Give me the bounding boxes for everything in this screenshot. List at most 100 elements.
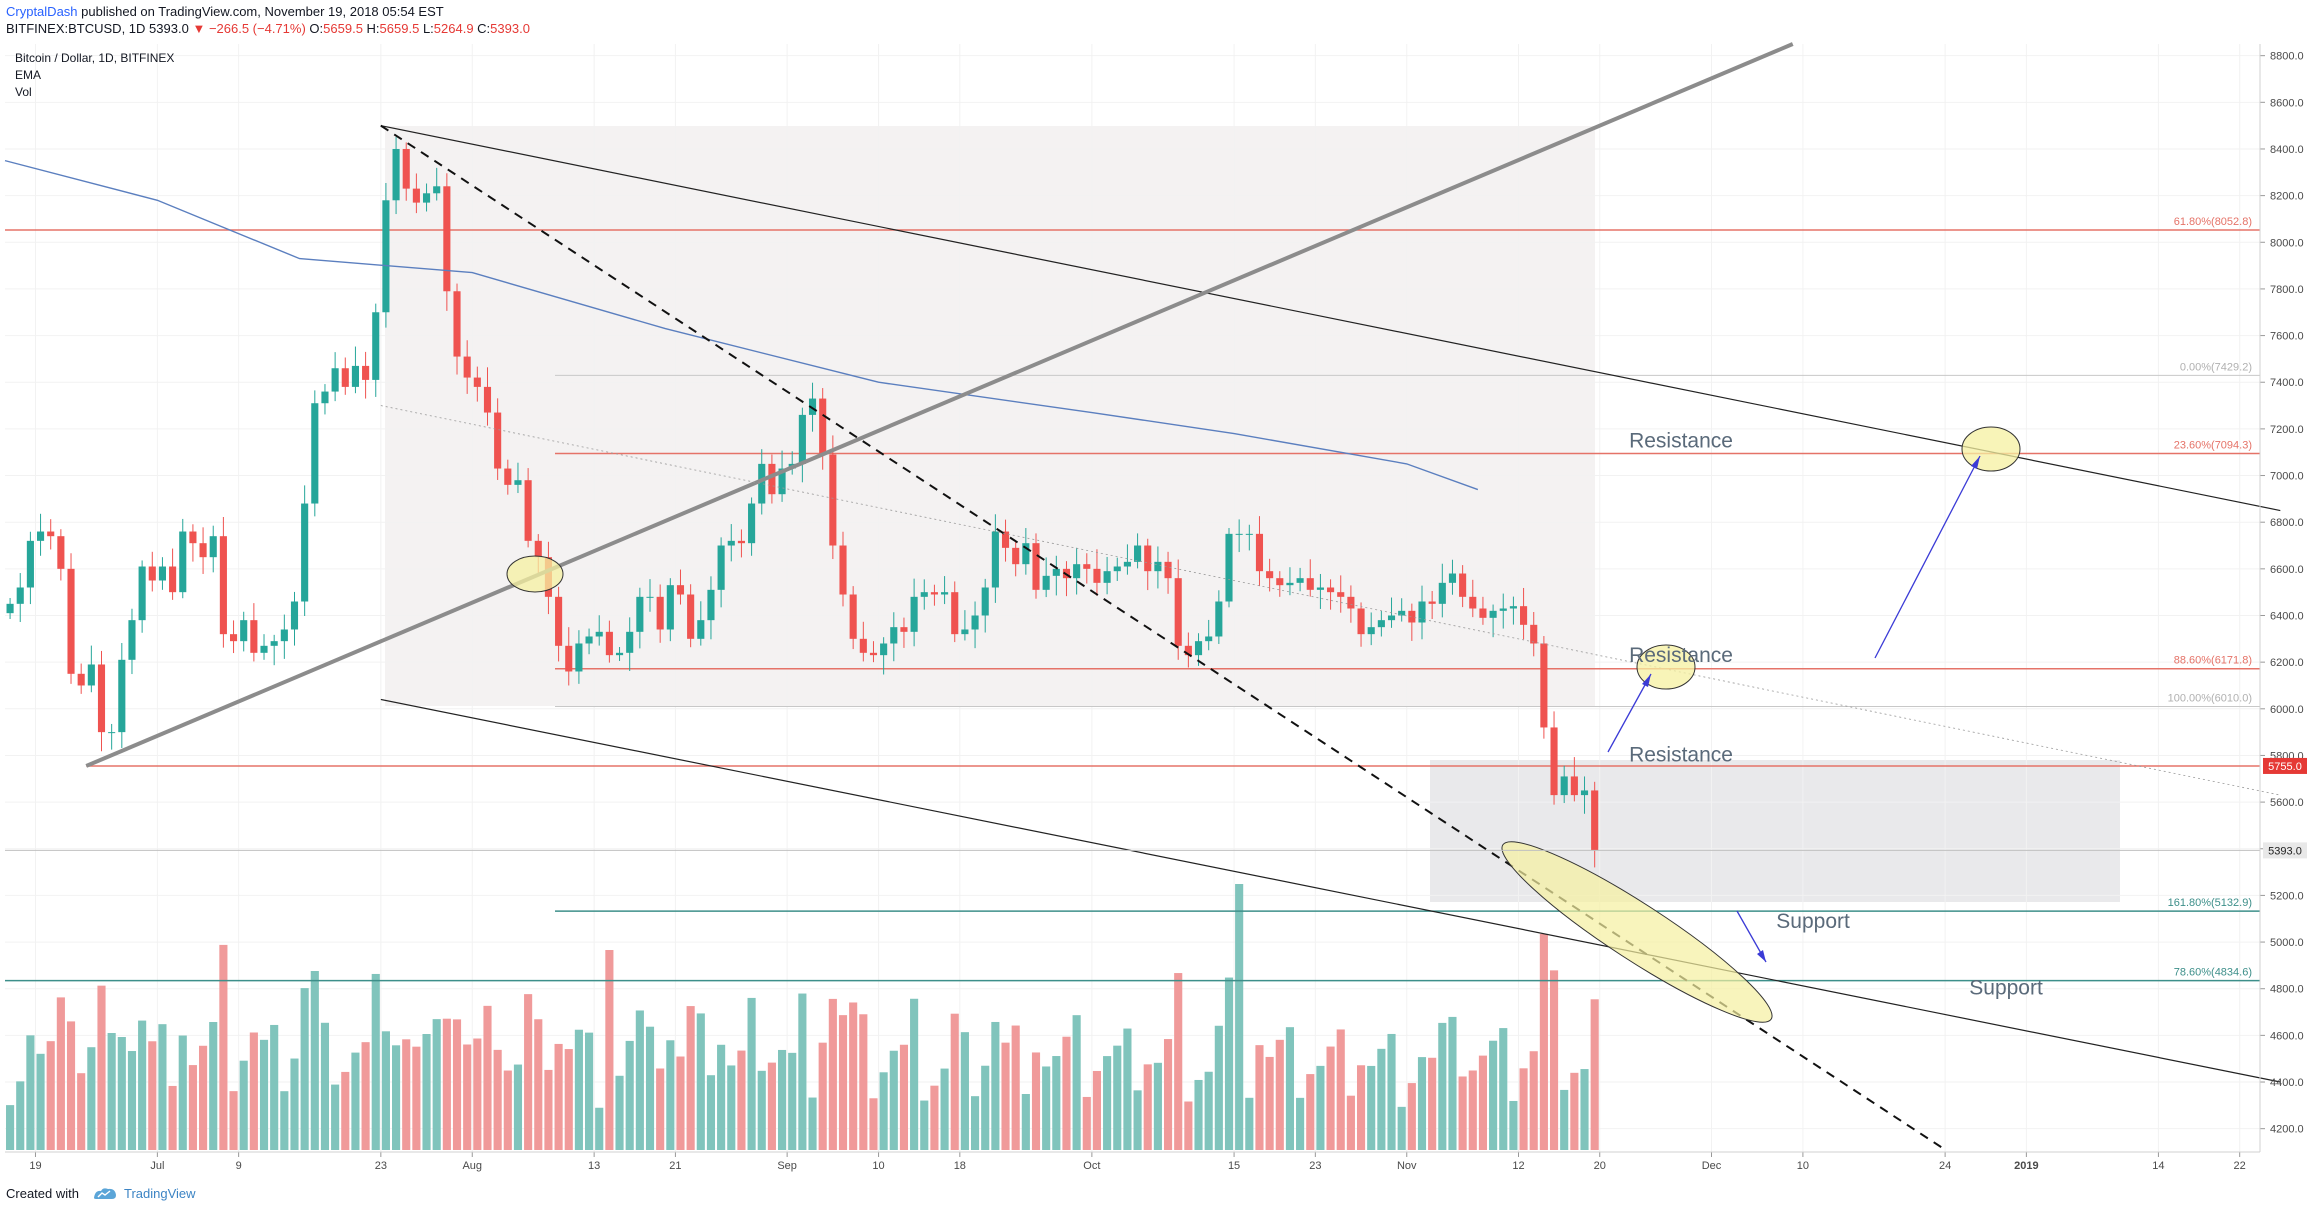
candle-body [1032, 543, 1040, 590]
volume-bar [1468, 1070, 1477, 1150]
last-price: 5393.0 [149, 21, 189, 36]
volume-bar [899, 1044, 909, 1150]
candle-body [402, 148, 410, 189]
candle-body [311, 403, 319, 504]
annotations: Resistance Resistance Resistance Support Sup… [1629, 430, 2043, 1000]
legend-title: Bitcoin / Dollar, 1D, BITFINEX [15, 51, 174, 65]
volume-bar [818, 1042, 827, 1150]
y-tick-label: 6000.0 [2270, 704, 2304, 716]
candle-body [240, 620, 248, 642]
volume-bar [148, 1041, 157, 1150]
candle-body [1123, 561, 1131, 567]
volume-bar [493, 1049, 502, 1150]
candle-body [941, 592, 949, 595]
volume-bar [838, 1015, 848, 1150]
volume-bar [1387, 1033, 1396, 1150]
arrow-head [1757, 950, 1766, 962]
volume-bar [412, 1046, 421, 1150]
x-tick-label: 10 [1797, 1160, 1809, 1172]
annotation-label: Resistance [1629, 743, 1733, 766]
candle-body [494, 412, 502, 469]
candle-body [6, 603, 14, 614]
volume-bar [331, 1084, 340, 1150]
author-link[interactable]: CryptalDash [6, 4, 78, 19]
candle-body [1296, 578, 1304, 583]
x-tick-label: 14 [2152, 1160, 2164, 1172]
volume-bar [605, 950, 614, 1150]
fib-label: 100.00%(6010.0) [2168, 692, 2252, 704]
time-axis[interactable]: 19 Jul 9 23 Aug 13 21 Sep 10 18 Oct 15 23 Nov 12 20 Dec 1… [29, 1152, 2246, 1172]
volume-bar [1560, 1089, 1569, 1150]
low-label: L: [422, 21, 434, 36]
volume-bar [1570, 1072, 1579, 1150]
volume-bar [107, 1033, 116, 1150]
volume-bar [463, 1044, 472, 1150]
candle-body [991, 531, 999, 588]
fib-label: 78.60%(4834.6) [2174, 967, 2252, 979]
candle-body [575, 643, 583, 672]
candle-body [209, 536, 217, 558]
candle-body [341, 368, 349, 387]
volume-bar [310, 971, 319, 1150]
x-tick-label: 2019 [2014, 1160, 2038, 1172]
volume-bar [361, 1042, 370, 1150]
volume-bar [1123, 1028, 1132, 1150]
price-tag-label: 5755.0 [2268, 761, 2302, 773]
y-tick-label: 5200.0 [2270, 890, 2304, 902]
fib-label: 88.60%(6171.8) [2174, 655, 2252, 667]
candle-body [849, 594, 857, 639]
candle-body [351, 365, 359, 387]
volume-bar [950, 1013, 959, 1150]
volume-bar [209, 1022, 218, 1150]
candle-body [1499, 608, 1507, 611]
volume-bar [1356, 1065, 1366, 1150]
volume-bar [1184, 1101, 1193, 1150]
y-tick-label: 6800.0 [2270, 517, 2304, 529]
annotation-label: Support [1969, 977, 2043, 1000]
volume-bar [777, 1049, 787, 1150]
candle-body [1550, 727, 1558, 796]
volume-bar [1103, 1056, 1112, 1150]
candle-body [737, 540, 745, 544]
candle-body [656, 596, 664, 630]
y-tick-label: 8800.0 [2270, 51, 2304, 63]
volume-bar [1153, 1062, 1162, 1150]
price-chart[interactable]: 0.00%(7429.2) 23.60%(7094.3) 61.80%(8052.8… [0, 0, 2308, 1180]
candle-body [1225, 533, 1233, 602]
volume-bar [219, 944, 228, 1150]
legend-vol: Vol [15, 85, 32, 99]
volume-bar [615, 1075, 624, 1150]
x-tick-label: 22 [2234, 1160, 2246, 1172]
candle-body [443, 186, 451, 292]
tradingview-brand[interactable]: TradingView [124, 1186, 196, 1201]
volume-bar [564, 1049, 573, 1150]
candle-body [1286, 582, 1294, 586]
high-label: H: [366, 21, 380, 36]
candle-body [382, 200, 390, 313]
candle-body [1184, 645, 1192, 656]
price-tag [2263, 842, 2307, 859]
volume-bar [524, 994, 533, 1150]
volume-bar [503, 1070, 512, 1150]
price-axis[interactable]: 4200.04400.04600.04800.05000.05200.05400… [2260, 51, 2304, 1136]
annotation-label: Support [1776, 910, 1850, 933]
candle-body [971, 615, 979, 630]
x-tick-label: Dec [1702, 1160, 1722, 1172]
price-tag-label: 5393.0 [2268, 845, 2302, 857]
volume-bar [940, 1068, 949, 1150]
y-tick-label: 6400.0 [2270, 610, 2304, 622]
tradingview-logo-icon[interactable] [93, 1187, 117, 1200]
candle-body [1367, 627, 1375, 635]
candle-body [1418, 601, 1426, 623]
candle-body [808, 398, 817, 415]
candle-body [1408, 610, 1416, 623]
candle-body [199, 543, 207, 558]
candle-body [626, 631, 634, 653]
candle-body [57, 536, 65, 569]
volume-bar [1082, 1096, 1091, 1150]
candle-body [1306, 578, 1314, 590]
volume-bar [1509, 1100, 1518, 1150]
volume-bar [889, 1050, 898, 1150]
candle-body [930, 592, 938, 595]
volume-bar [402, 1039, 411, 1150]
